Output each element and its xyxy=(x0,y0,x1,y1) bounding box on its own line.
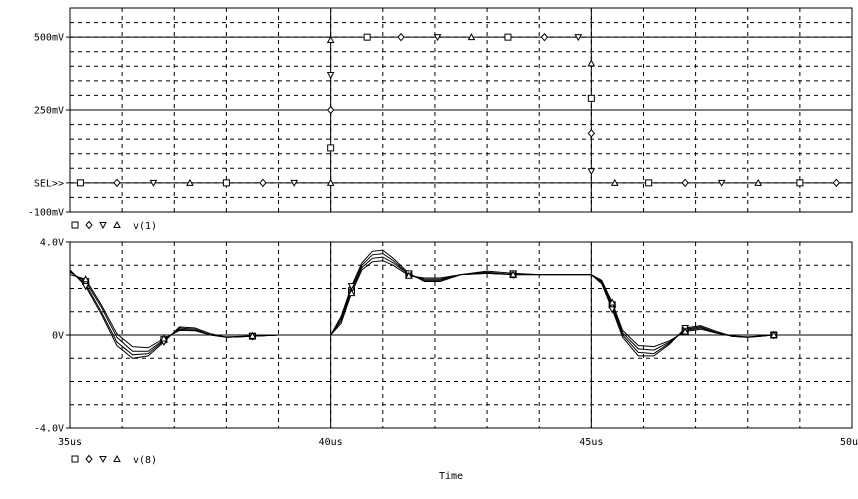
bottom-plot-panel: 4.0V 0V -4.0V 35us 40us 45us 50us Time v(8) xyxy=(34,238,858,483)
data-point-square xyxy=(504,33,512,41)
legend-marker-square xyxy=(71,455,79,463)
data-point-square xyxy=(363,33,371,41)
data-point-triangle-up xyxy=(81,275,90,283)
x-tick-label: 50us xyxy=(840,437,858,448)
data-point-diamond xyxy=(681,178,689,188)
data-point-diamond xyxy=(259,178,267,188)
series-line xyxy=(69,253,852,356)
y-tick-label: 0V xyxy=(52,331,64,342)
legend-marker-diamond xyxy=(85,454,93,464)
data-point-triangle-up xyxy=(467,33,476,41)
x-axis-label: Time xyxy=(439,471,463,482)
data-point-triangle-down xyxy=(433,34,442,42)
data-point-square xyxy=(327,144,335,152)
data-point-triangle-up xyxy=(610,178,619,186)
data-point-triangle-up xyxy=(326,36,335,44)
data-point-square xyxy=(222,179,230,187)
data-point-triangle-up xyxy=(769,330,778,338)
y-tick-label: SEL>> xyxy=(34,178,64,189)
data-point-triangle-down xyxy=(347,283,356,291)
data-point-triangle-up xyxy=(405,271,413,279)
x-tick-label: 45us xyxy=(579,437,603,448)
series-line xyxy=(69,260,852,349)
data-point-triangle-down xyxy=(326,72,335,80)
legend-marker-triangle-down xyxy=(99,456,107,464)
data-point-triangle-up xyxy=(347,289,356,297)
data-point-diamond xyxy=(540,32,549,42)
data-point-square xyxy=(796,179,804,187)
data-point-triangle-up xyxy=(754,178,763,186)
legend-marker-triangle-up xyxy=(113,220,121,228)
data-point-diamond xyxy=(113,178,121,188)
data-point-triangle-up xyxy=(608,298,617,306)
data-point-triangle-up xyxy=(587,59,596,67)
data-point-triangle-down xyxy=(81,283,90,291)
data-point-triangle-down xyxy=(149,179,158,187)
data-point-triangle-down xyxy=(574,34,583,42)
data-point-diamond xyxy=(832,178,841,188)
data-point-square xyxy=(76,179,84,187)
legend-label: v(1) xyxy=(133,221,157,232)
data-point-triangle-down xyxy=(290,179,299,187)
legend-marker-triangle-down xyxy=(99,222,107,230)
x-tick-label: 35us xyxy=(58,437,82,448)
data-point-square xyxy=(587,94,595,102)
data-point-triangle-down xyxy=(608,306,617,314)
data-point-square xyxy=(645,179,653,187)
data-point-diamond xyxy=(587,129,595,138)
series-line xyxy=(69,249,852,359)
data-point-triangle-down xyxy=(717,179,726,187)
legend-marker-triangle-up xyxy=(113,454,121,462)
x-tick-label: 40us xyxy=(319,437,343,448)
legend-label: v(8) xyxy=(133,455,157,466)
series-line xyxy=(69,256,852,352)
legend-marker-square xyxy=(71,221,79,229)
y-tick-label: -100mV xyxy=(28,208,64,219)
data-point-triangle-up xyxy=(681,327,690,335)
y-tick-label: 500mV xyxy=(34,33,64,44)
top-plot-panel: 500mV 250mV SEL>> -100mV v(1) xyxy=(28,7,853,232)
data-point-triangle-up xyxy=(248,331,257,339)
y-tick-label: 4.0V xyxy=(40,238,64,249)
y-tick-label: 250mV xyxy=(34,106,64,117)
data-point-triangle-down xyxy=(587,168,596,176)
data-point-diamond xyxy=(327,105,335,115)
data-point-triangle-up xyxy=(326,178,335,186)
y-tick-label: -4.0V xyxy=(34,424,64,435)
data-point-diamond xyxy=(397,32,405,42)
legend-marker-diamond xyxy=(85,220,93,230)
data-point-triangle-up xyxy=(509,270,517,278)
data-point-triangle-up xyxy=(186,178,194,186)
data-point-triangle-up xyxy=(159,334,168,342)
